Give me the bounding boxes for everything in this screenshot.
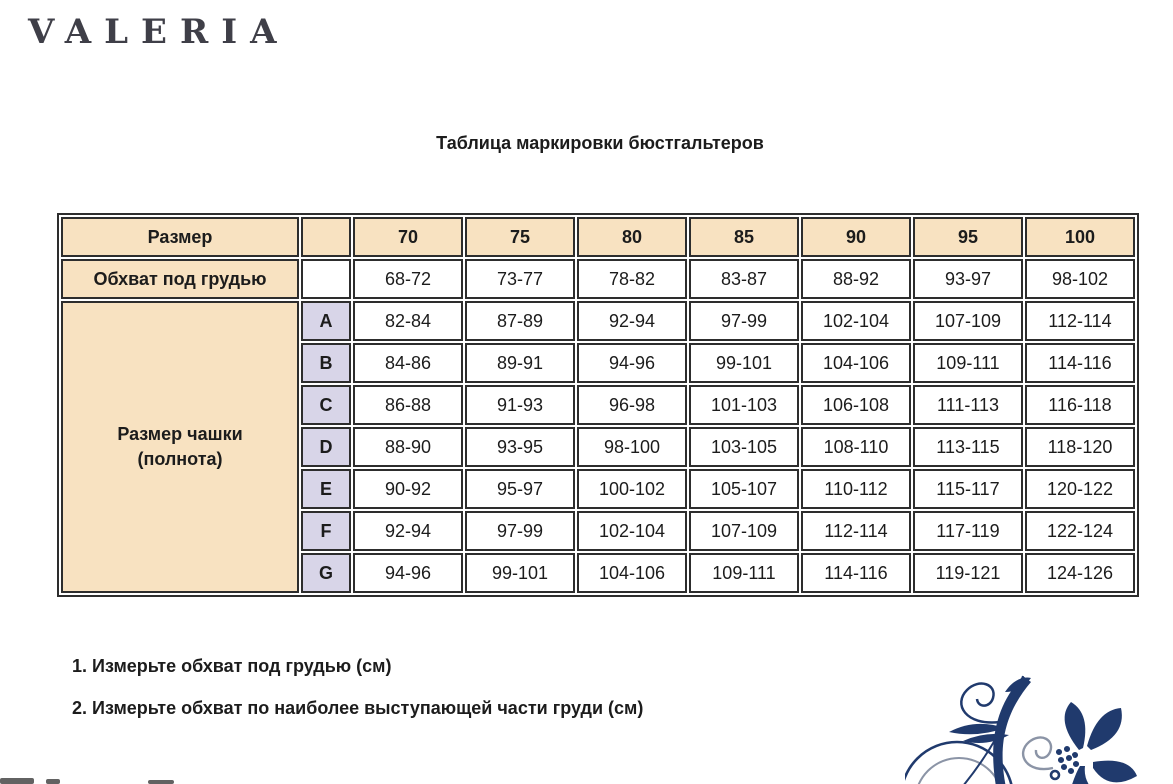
cup-letter-cell: G [301,553,351,593]
cup-value-cell: 116-118 [1025,385,1135,425]
underbust-row-label: Обхват под грудью [61,259,299,299]
size-row-spacer [301,217,351,257]
cup-value-cell: 94-96 [577,343,687,383]
cup-value-cell: 102-104 [577,511,687,551]
cup-value-cell: 119-121 [913,553,1023,593]
cup-letter-cell: D [301,427,351,467]
underbust-value-cell: 88-92 [801,259,911,299]
cup-value-cell: 124-126 [1025,553,1135,593]
cup-value-cell: 84-86 [353,343,463,383]
size-row-label: Размер [61,217,299,257]
cup-value-cell: 105-107 [689,469,799,509]
cropped-text-fragment [148,780,174,784]
cup-value-cell: 97-99 [689,301,799,341]
cup-value-cell: 111-113 [913,385,1023,425]
cup-value-cell: 93-95 [465,427,575,467]
cup-letter-cell: F [301,511,351,551]
cup-letter-cell: A [301,301,351,341]
cropped-text-fragment [0,778,34,784]
size-col-header: 100 [1025,217,1135,257]
cup-value-cell: 108-110 [801,427,911,467]
cup-value-cell: 102-104 [801,301,911,341]
instruction-item-2: 2. Измерьте обхват по наиболее выступающ… [72,698,644,718]
cup-value-cell: 107-109 [689,511,799,551]
cup-value-cell: 122-124 [1025,511,1135,551]
cup-value-cell: 113-115 [913,427,1023,467]
cup-value-cell: 90-92 [353,469,463,509]
cup-value-cell: 101-103 [689,385,799,425]
cup-value-cell: 112-114 [801,511,911,551]
cup-value-cell: 114-116 [801,553,911,593]
cup-value-cell: 88-90 [353,427,463,467]
cup-value-cell: 107-109 [913,301,1023,341]
cup-value-cell: 100-102 [577,469,687,509]
cup-value-cell: 92-94 [577,301,687,341]
cup-value-cell: 110-112 [801,469,911,509]
cup-value-cell: 98-100 [577,427,687,467]
cup-letter-cell: E [301,469,351,509]
cup-value-cell: 91-93 [465,385,575,425]
cup-value-cell: 117-119 [913,511,1023,551]
underbust-value-cell: 93-97 [913,259,1023,299]
size-col-header: 75 [465,217,575,257]
cup-value-cell: 115-117 [913,469,1023,509]
underbust-value-cell: 83-87 [689,259,799,299]
cup-value-cell: 109-111 [689,553,799,593]
cup-value-cell: 109-111 [913,343,1023,383]
cup-row-label: Размер чашки (полнота) [61,301,299,593]
cup-value-cell: 103-105 [689,427,799,467]
underbust-value-cell: 73-77 [465,259,575,299]
instructions-list: 1. Измерьте обхват под грудью (см) 2. Из… [72,656,643,740]
cup-value-cell: 114-116 [1025,343,1135,383]
cup-value-cell: 104-106 [577,553,687,593]
cup-value-cell: 106-108 [801,385,911,425]
cup-letter-cell: C [301,385,351,425]
size-col-header: 70 [353,217,463,257]
cup-value-cell: 92-94 [353,511,463,551]
instruction-item-1: 1. Измерьте обхват под грудью (см) [72,656,392,676]
cup-value-cell: 99-101 [689,343,799,383]
size-col-header: 80 [577,217,687,257]
cup-value-cell: 89-91 [465,343,575,383]
underbust-row-spacer [301,259,351,299]
page-title: Таблица маркировки бюстгальтеров [436,133,764,153]
size-col-header: 95 [913,217,1023,257]
cup-row-label-line2: (полнота) [137,449,223,469]
underbust-value-cell: 68-72 [353,259,463,299]
cup-value-cell: 82-84 [353,301,463,341]
cup-value-cell: 118-120 [1025,427,1135,467]
cup-value-cell: 87-89 [465,301,575,341]
cup-letter-cell: B [301,343,351,383]
size-table: Размер 70 75 80 85 90 95 100 Обхват под грудью 68… [57,213,1139,597]
size-col-header: 90 [801,217,911,257]
underbust-value-cell: 78-82 [577,259,687,299]
cup-value-cell: 112-114 [1025,301,1135,341]
underbust-value-cell: 98-102 [1025,259,1135,299]
cup-value-cell: 120-122 [1025,469,1135,509]
cup-row-label-line1: Размер чашки [117,423,243,444]
cup-value-cell: 104-106 [801,343,911,383]
size-col-header: 85 [689,217,799,257]
cup-value-cell: 86-88 [353,385,463,425]
cup-value-cell: 96-98 [577,385,687,425]
cup-value-cell: 94-96 [353,553,463,593]
cup-value-cell: 95-97 [465,469,575,509]
brand-logo: VALERIA [28,12,290,52]
floral-flourish-icon [905,675,1137,784]
cup-value-cell: 97-99 [465,511,575,551]
cup-value-cell: 99-101 [465,553,575,593]
cropped-text-fragment [46,779,60,784]
